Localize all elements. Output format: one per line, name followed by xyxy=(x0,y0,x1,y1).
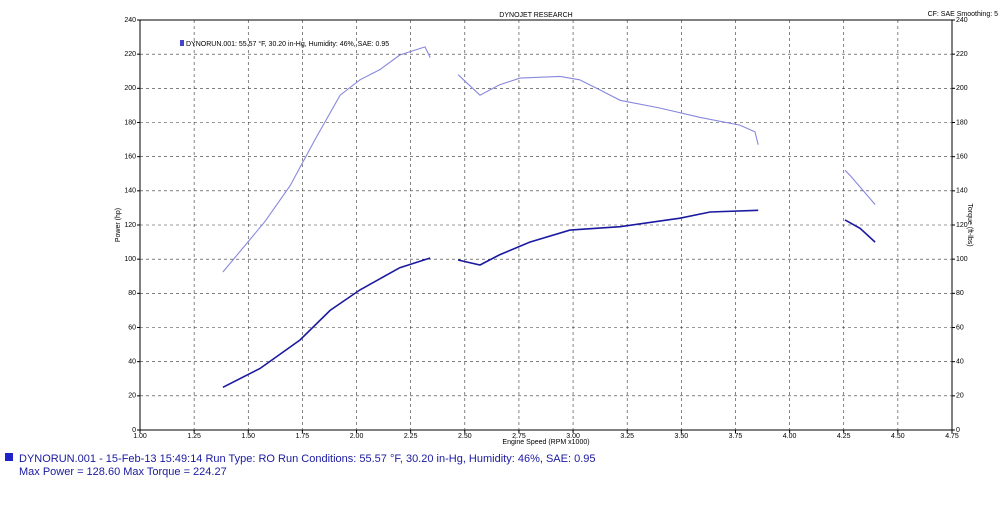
footer-swatch xyxy=(5,453,13,461)
x-tick-label: 4.75 xyxy=(945,433,959,440)
y2-tick-label: 160 xyxy=(956,154,968,161)
y-tick-label: 220 xyxy=(124,51,136,58)
x-tick-label: 4.00 xyxy=(783,433,797,440)
x-tick-label: 2.75 xyxy=(512,433,526,440)
x-tick-label: 1.00 xyxy=(133,433,147,440)
x-tick-label: 1.75 xyxy=(296,433,310,440)
y2-tick-label: 180 xyxy=(956,119,968,126)
x-tick-label: 3.25 xyxy=(620,433,634,440)
y2-tick-label: 200 xyxy=(956,85,968,92)
y-tick-label: 160 xyxy=(124,154,136,161)
y2-tick-label: 140 xyxy=(956,188,968,195)
x-tick-label: 2.25 xyxy=(404,433,418,440)
chart-title: DYNOJET RESEARCH xyxy=(499,12,572,19)
x-tick-label: 1.50 xyxy=(241,433,255,440)
y-tick-label: 80 xyxy=(128,290,136,297)
legend-swatch xyxy=(180,40,184,46)
y-tick-label: 20 xyxy=(128,393,136,400)
y-tick-label: 40 xyxy=(128,359,136,366)
x-tick-label: 2.00 xyxy=(350,433,364,440)
y2-tick-label: 0 xyxy=(956,427,960,434)
y2-tick-label: 240 xyxy=(956,17,968,24)
x-tick-label: 4.50 xyxy=(891,433,905,440)
y-tick-label: 100 xyxy=(124,256,136,263)
y-tick-label: 200 xyxy=(124,85,136,92)
y-tick-label: 180 xyxy=(124,119,136,126)
x-axis-label: Engine Speed (RPM x1000) xyxy=(502,439,589,446)
x-tick-label: 3.50 xyxy=(675,433,689,440)
y-axis-label: Power (hp) xyxy=(115,208,122,242)
x-tick-label: 3.75 xyxy=(729,433,743,440)
y-tick-label: 120 xyxy=(124,222,136,229)
y2-tick-label: 100 xyxy=(956,256,968,263)
y2-tick-label: 40 xyxy=(956,359,964,366)
x-tick-label: 3.00 xyxy=(566,433,580,440)
y-tick-label: 0 xyxy=(132,427,136,434)
corner-note: CF: SAE Smoothing: 5 xyxy=(928,11,999,18)
x-tick-label: 4.25 xyxy=(837,433,851,440)
y2-tick-label: 60 xyxy=(956,324,964,331)
x-tick-label: 2.50 xyxy=(458,433,472,440)
footer-line: DYNORUN.001 - 15-Feb-13 15:49:14 Run Typ… xyxy=(19,453,596,465)
legend-text: DYNORUN.001: 55.57 °F, 30.20 in-Hg, Humi… xyxy=(186,40,389,48)
footer-line: Max Power = 128.60 Max Torque = 224.27 xyxy=(19,466,227,478)
y-tick-label: 60 xyxy=(128,324,136,331)
data-line xyxy=(222,209,876,389)
data-line xyxy=(222,46,876,273)
y2-axis-label: Torque (ft-lbs) xyxy=(966,203,973,246)
y2-tick-label: 120 xyxy=(956,222,968,229)
x-tick-label: 1.25 xyxy=(187,433,201,440)
y2-tick-label: 20 xyxy=(956,393,964,400)
y2-tick-label: 80 xyxy=(956,290,964,297)
y2-tick-label: 220 xyxy=(956,51,968,58)
y-tick-label: 240 xyxy=(124,17,136,24)
y-tick-label: 140 xyxy=(124,188,136,195)
